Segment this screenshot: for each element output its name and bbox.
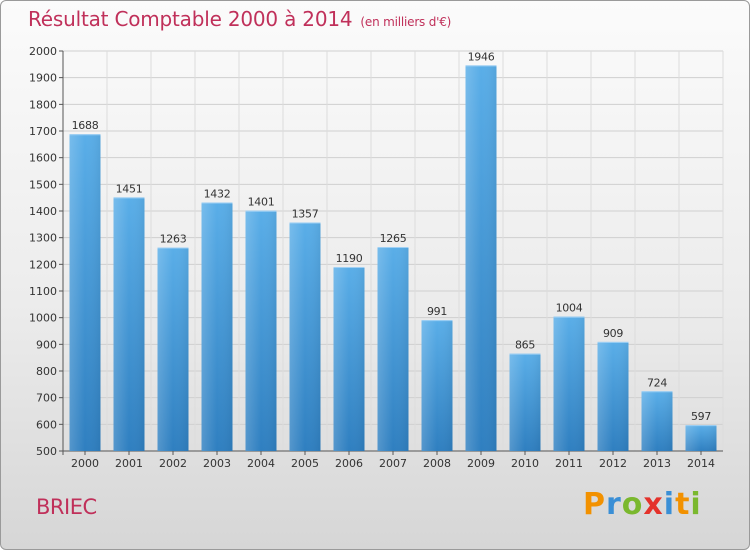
value-label: 724: [647, 376, 667, 389]
x-tick-label: 2010: [511, 457, 539, 470]
y-tick-label: 1500: [29, 178, 57, 191]
value-label: 597: [691, 410, 711, 423]
y-tick-label: 1000: [29, 312, 57, 325]
value-label: 1190: [336, 252, 363, 265]
x-tick-label: 2001: [115, 457, 143, 470]
bar-shine-2000: [69, 134, 101, 451]
x-tick-label: 2012: [599, 457, 627, 470]
y-tick-label: 900: [36, 338, 57, 351]
x-tick-label: 2011: [555, 457, 583, 470]
value-label: 1357: [292, 207, 319, 220]
bar-shine-2008: [421, 320, 453, 451]
bar-shine-2005: [289, 222, 321, 451]
x-tick-label: 2007: [379, 457, 407, 470]
bar-shine-2010: [509, 353, 541, 451]
logo-letter: r: [606, 487, 622, 522]
bar-shine-2007: [377, 247, 409, 451]
bar-shine-2004: [245, 210, 277, 451]
y-tick-label: 1900: [29, 72, 57, 85]
y-tick-label: 1600: [29, 152, 57, 165]
x-tick-label: 2004: [247, 457, 275, 470]
y-tick-label: 1200: [29, 258, 57, 271]
value-label: 1401: [248, 196, 275, 209]
value-label: 1432: [204, 187, 231, 200]
value-label: 1688: [72, 119, 99, 132]
chart-title: Résultat Comptable 2000 à 2014 (en millie…: [28, 7, 451, 31]
value-label: 865: [515, 339, 535, 352]
bar-shine-2006: [333, 267, 365, 451]
bars: [69, 65, 717, 452]
x-tick-label: 2014: [687, 457, 715, 470]
bar-shine-2013: [641, 391, 673, 451]
x-tick-label: 2002: [159, 457, 187, 470]
chart-subtitle: (en milliers d'€): [360, 15, 452, 29]
bar-shine-2001: [113, 197, 145, 451]
value-label: 1265: [380, 232, 407, 245]
bar-shine-2002: [157, 247, 189, 451]
bar-shine-2003: [201, 202, 233, 451]
value-label: 1451: [116, 182, 143, 195]
logo-letter: o: [621, 487, 644, 522]
logo-letter: P: [583, 487, 606, 522]
logo-letter: x: [643, 487, 664, 522]
x-tick-label: 2013: [643, 457, 671, 470]
logo-letter: i: [690, 487, 702, 522]
bar-shine-2009: [465, 65, 497, 452]
x-tick-label: 2003: [203, 457, 231, 470]
proxiti-logo: Proxiti: [583, 487, 702, 522]
x-tick-label: 2008: [423, 457, 451, 470]
place-name: BRIEC: [36, 495, 97, 519]
value-label: 1263: [160, 233, 187, 246]
value-labels: 1688 1451 1263 1432 1401 1357 1190 1265 991 1946 8…: [72, 50, 712, 423]
value-label: 1946: [468, 50, 495, 63]
y-tick-label: 1700: [29, 125, 57, 138]
x-tick-label: 2006: [335, 457, 363, 470]
bar-shine-2014: [685, 425, 717, 451]
y-tick-label: 1800: [29, 98, 57, 111]
logo-letter: i: [663, 487, 676, 522]
chart-title-text: Résultat Comptable 2000 à 2014: [28, 7, 353, 31]
y-tick-label: 600: [36, 418, 57, 431]
y-tick-label: 700: [36, 392, 57, 405]
y-tick-label: 800: [36, 365, 57, 378]
bar-shine-2012: [597, 341, 629, 451]
bar-shine-2011: [553, 316, 585, 451]
x-tick-label: 2009: [467, 457, 495, 470]
y-tick-label: 1400: [29, 205, 57, 218]
value-label: 909: [603, 327, 623, 340]
logo-letter: t: [675, 487, 691, 522]
value-label: 1004: [556, 302, 583, 315]
x-tick-label: 2005: [291, 457, 319, 470]
y-tick-label: 2000: [29, 45, 57, 58]
y-tick-label: 1100: [29, 285, 57, 298]
y-tick-label: 500: [36, 445, 57, 458]
y-tick-label: 1300: [29, 232, 57, 245]
value-label: 991: [427, 305, 447, 318]
x-tick-label: 2000: [71, 457, 99, 470]
tick-labels: 500 600 700 800 900 1000 1100 1200 1300 1400 1500 1…: [29, 45, 715, 470]
